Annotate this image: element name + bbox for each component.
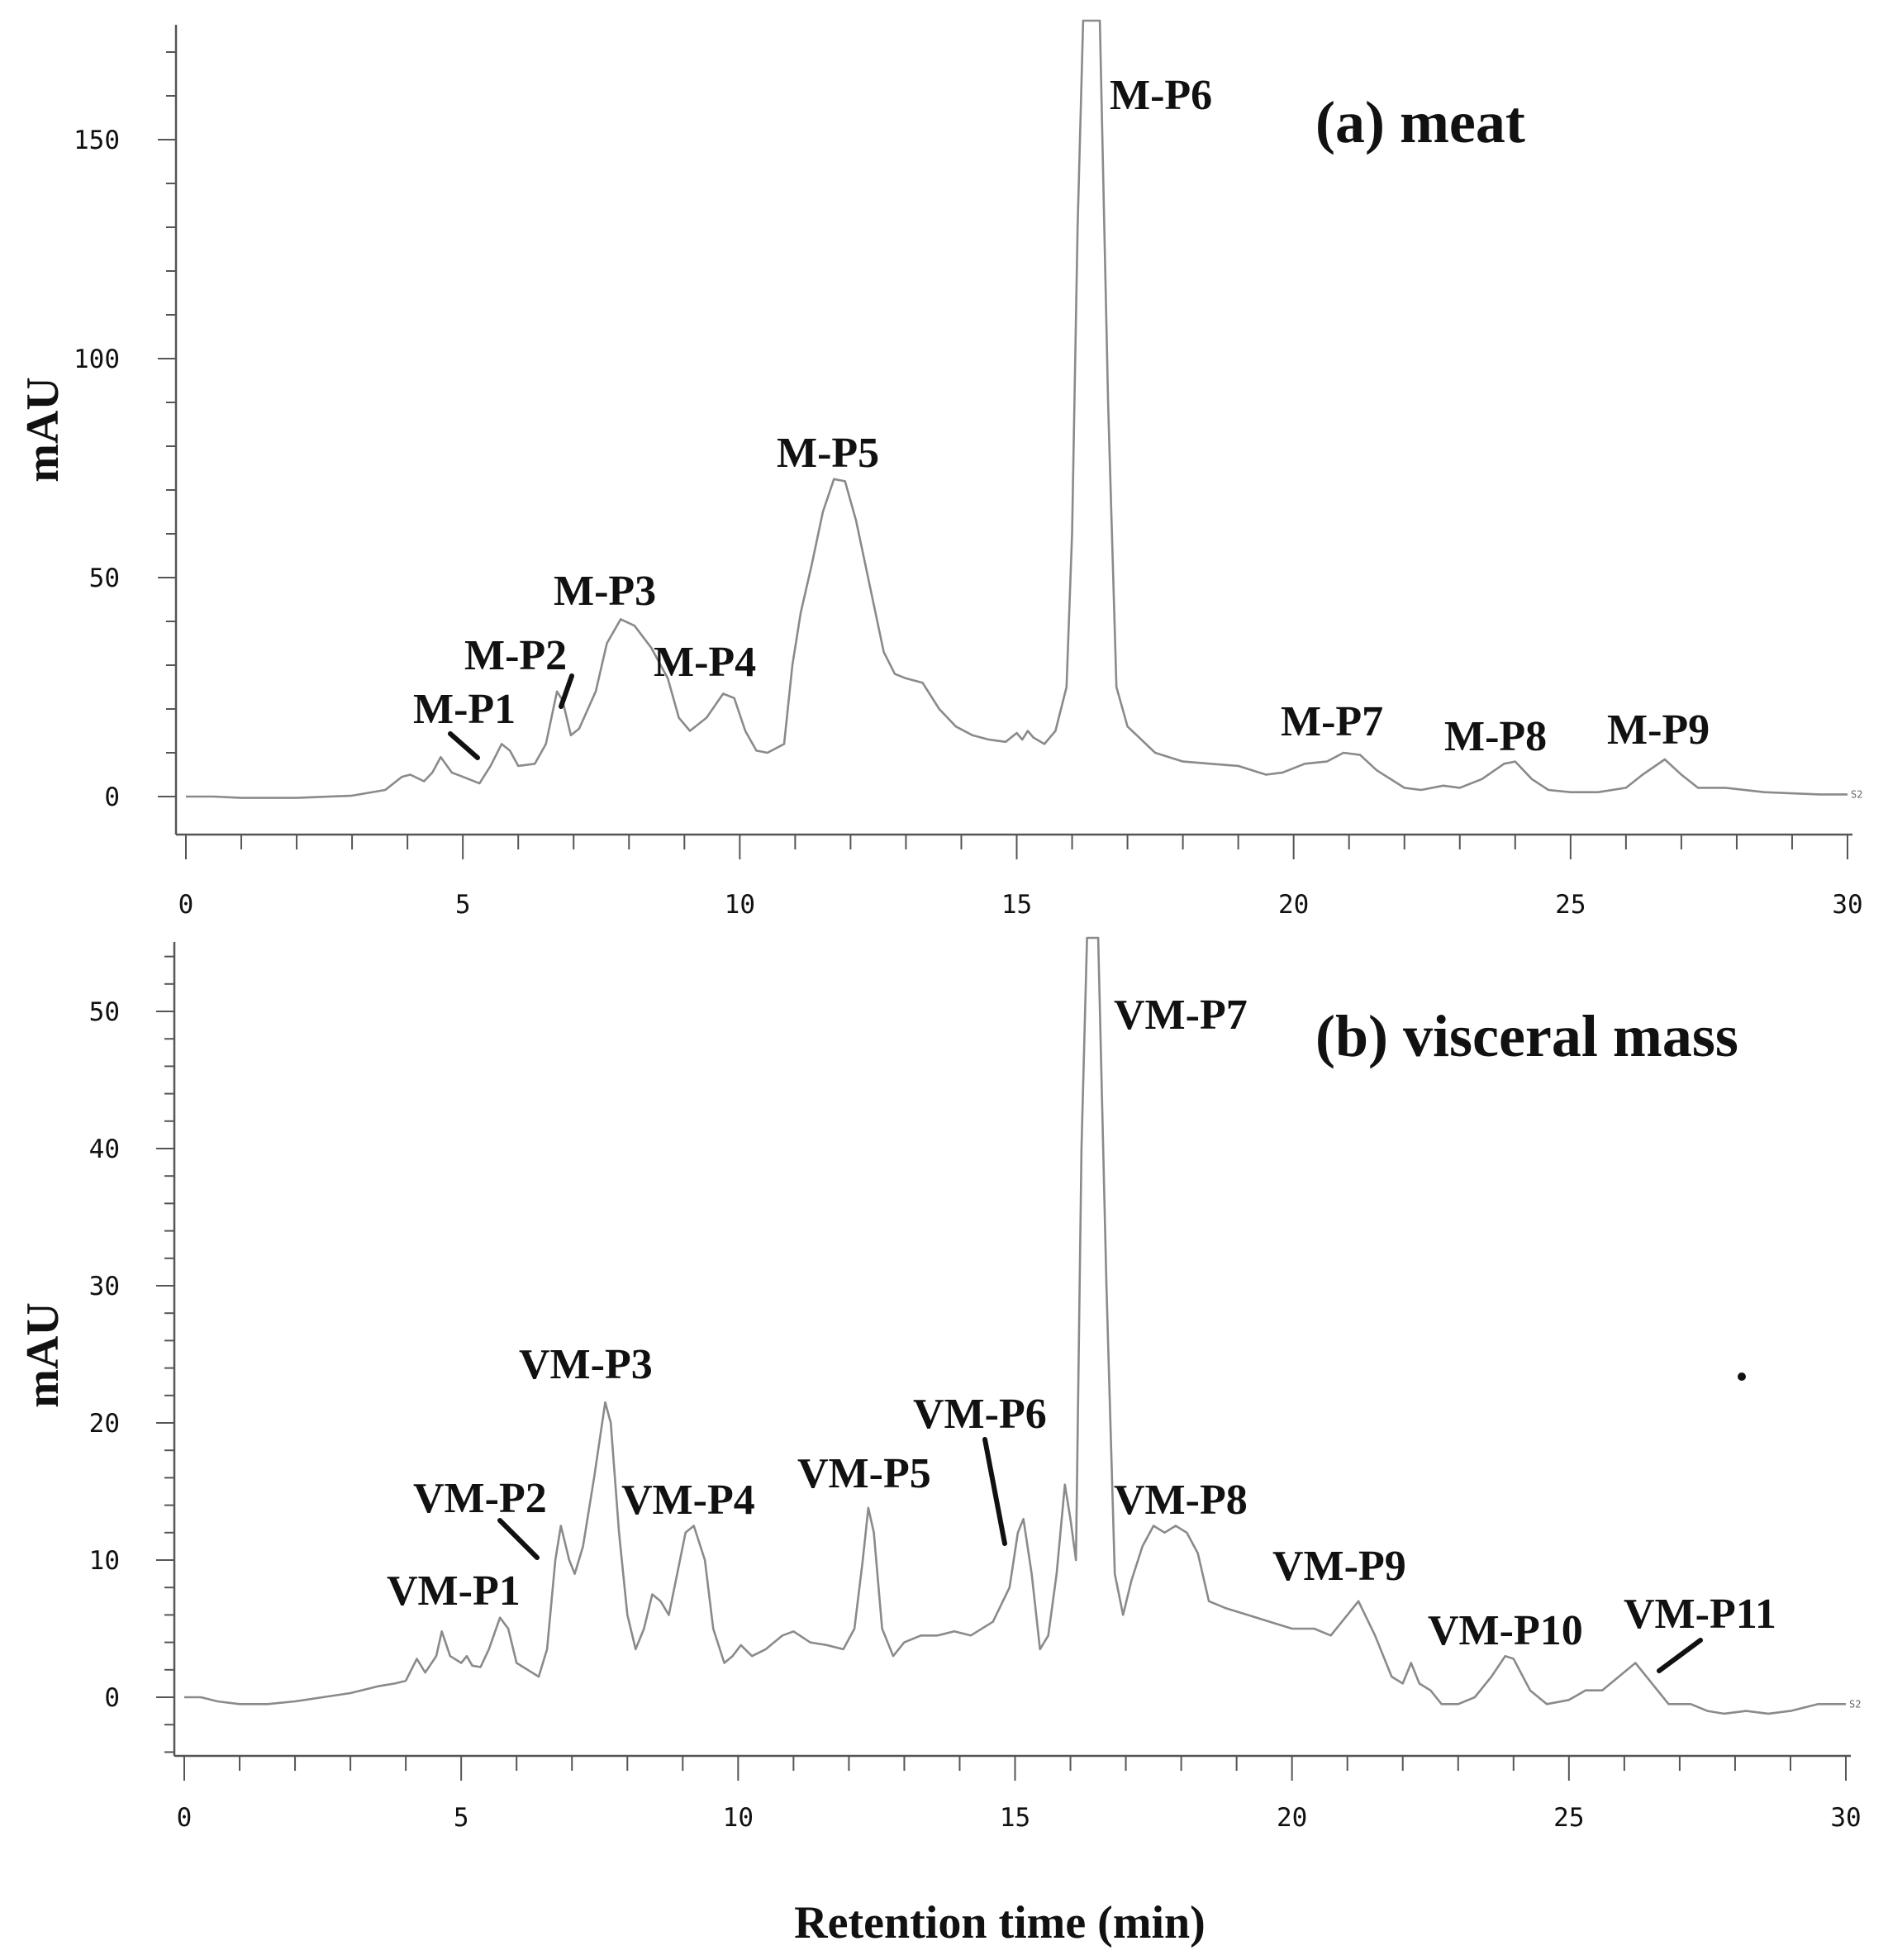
y-tick-label: 150 bbox=[74, 126, 120, 155]
x-tick-label: 20 bbox=[1277, 1803, 1307, 1833]
visceral-end-marker: S2 bbox=[1849, 1698, 1861, 1710]
x-tick-label: 15 bbox=[1001, 890, 1032, 920]
visceral-axis-ticks bbox=[156, 955, 1847, 1781]
peak-label: VM-P2 bbox=[413, 1475, 547, 1522]
meat-peak-labels: M-P1 M-P2 M-P3 M-P4 M-P5 M-P6 M-P7 M-P8 M-P9 bbox=[413, 72, 1710, 760]
x-tick-label: 30 bbox=[1830, 1803, 1861, 1833]
peak-leader-line bbox=[559, 673, 574, 709]
peak-label: VM-P9 bbox=[1272, 1543, 1406, 1590]
peak-label: VM-P3 bbox=[519, 1341, 653, 1388]
x-tick-label: 0 bbox=[178, 890, 194, 920]
x-tick-label: 25 bbox=[1553, 1803, 1584, 1833]
peak-label: M-P2 bbox=[464, 632, 567, 679]
peak-label: VM-P11 bbox=[1624, 1591, 1776, 1638]
peak-label: VM-P1 bbox=[387, 1568, 521, 1615]
y-tick-label: 40 bbox=[89, 1135, 120, 1164]
y-tick-label: 50 bbox=[89, 564, 120, 593]
meat-panel-title: (a) meat bbox=[1315, 89, 1525, 155]
y-tick-label: 20 bbox=[89, 1409, 120, 1439]
peak-label: VM-P7 bbox=[1114, 992, 1248, 1039]
peak-leader-line bbox=[448, 731, 480, 760]
meat-y-tick-labels: 0 50 100 150 bbox=[74, 126, 120, 812]
peak-label: VM-P4 bbox=[621, 1477, 755, 1524]
x-tick-label: 10 bbox=[723, 1803, 754, 1833]
x-tick-label: 20 bbox=[1278, 890, 1309, 920]
peak-label: VM-P5 bbox=[797, 1450, 931, 1497]
stray-dot bbox=[1738, 1372, 1746, 1381]
panel-visceral-mass: 0 10 20 30 40 50 0 5 10 15 20 25 30 S2 mAU (b) visc… bbox=[17, 936, 1862, 1833]
peak-label: M-P3 bbox=[554, 568, 656, 615]
peak-label: VM-P8 bbox=[1114, 1477, 1248, 1524]
peak-label: M-P5 bbox=[777, 430, 879, 477]
peak-label: M-P6 bbox=[1110, 72, 1212, 119]
peak-label: VM-P10 bbox=[1428, 1607, 1583, 1654]
y-tick-label: 50 bbox=[89, 997, 120, 1027]
peak-label: M-P8 bbox=[1444, 713, 1547, 760]
visceral-peak-labels: VM-P1 VM-P2 VM-P3 VM-P4 VM-P5 VM-P6 VM-P7 VM-P8… bbox=[387, 992, 1776, 1673]
y-tick-label: 100 bbox=[74, 345, 120, 374]
x-tick-label: 0 bbox=[177, 1803, 193, 1833]
x-tick-label: 25 bbox=[1555, 890, 1586, 920]
peak-label: M-P1 bbox=[413, 686, 516, 733]
y-tick-label: 10 bbox=[89, 1546, 120, 1576]
x-tick-label: 5 bbox=[454, 1803, 469, 1833]
visceral-x-tick-labels: 0 5 10 15 20 25 30 bbox=[177, 1803, 1862, 1833]
peak-label: VM-P6 bbox=[913, 1391, 1047, 1438]
meat-axis-ticks bbox=[158, 51, 1848, 859]
visceral-panel-title: (b) visceral mass bbox=[1315, 1003, 1738, 1069]
x-tick-label: 10 bbox=[725, 890, 755, 920]
x-axis-title: Retention time (min) bbox=[794, 1897, 1206, 1948]
peak-label: M-P9 bbox=[1607, 706, 1710, 754]
peak-leader-line bbox=[497, 1518, 540, 1560]
visceral-y-tick-labels: 0 10 20 30 40 50 bbox=[89, 997, 120, 1713]
y-tick-label: 30 bbox=[89, 1272, 120, 1301]
y-tick-label: 0 bbox=[104, 783, 120, 812]
peak-leader-line bbox=[1657, 1638, 1703, 1673]
panel-meat: 0 50 100 150 0 5 10 15 20 25 30 S2 mAU (a) meat M… bbox=[17, 19, 1863, 920]
meat-chromatogram-trace bbox=[186, 19, 1848, 799]
peak-label: M-P7 bbox=[1281, 698, 1383, 745]
meat-x-tick-labels: 0 5 10 15 20 25 30 bbox=[178, 890, 1863, 920]
meat-end-marker: S2 bbox=[1851, 788, 1862, 800]
meat-y-axis-title: mAU bbox=[17, 377, 69, 483]
peak-leader-line bbox=[982, 1437, 1007, 1546]
x-tick-label: 30 bbox=[1832, 890, 1862, 920]
y-tick-label: 0 bbox=[104, 1683, 120, 1713]
x-tick-label: 5 bbox=[455, 890, 471, 920]
peak-label: M-P4 bbox=[654, 639, 756, 686]
x-tick-label: 15 bbox=[1000, 1803, 1030, 1833]
visceral-chromatogram-trace bbox=[184, 936, 1846, 1715]
visceral-y-axis-title: mAU bbox=[17, 1302, 69, 1408]
